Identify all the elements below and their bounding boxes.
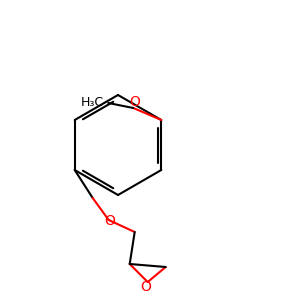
Text: O: O <box>140 280 151 294</box>
Text: O: O <box>129 95 140 109</box>
Text: H₃C: H₃C <box>81 95 104 109</box>
Text: O: O <box>104 214 115 228</box>
